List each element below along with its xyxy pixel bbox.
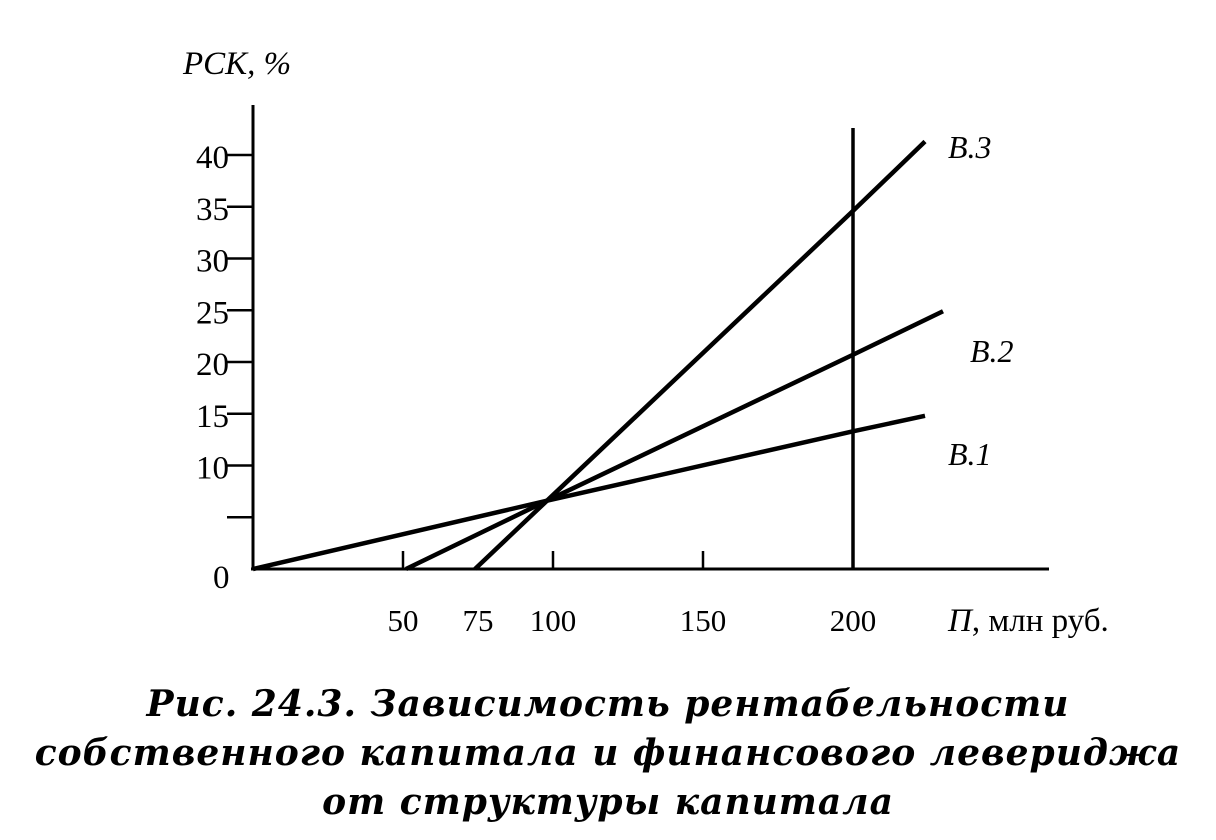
y-tick-label: 30 (196, 244, 229, 280)
x-axis-ticks: 50 75 100 150 200 (388, 551, 877, 638)
x-tick-label: 150 (680, 603, 727, 638)
y-tick-label: 15 (196, 399, 229, 435)
y-tick-label: 25 (196, 295, 229, 331)
y-tick-label: 10 (196, 451, 229, 487)
x-tick-label: 100 (530, 603, 577, 638)
series-label: В.3 (948, 129, 992, 165)
x-tick-label: 200 (830, 603, 877, 638)
y-zero-label: 0 (213, 560, 230, 596)
x-tick-label: 75 (463, 603, 494, 638)
chart: 10 15 20 25 30 35 40 50 75 100 150 200 В.1 В.2 В.3 Р… (182, 46, 1109, 639)
series-label: В.2 (970, 333, 1014, 369)
x-tick-label: 50 (388, 603, 419, 638)
axes (251, 105, 1049, 571)
y-tick-label: 35 (196, 192, 229, 228)
x-axis-title: П, млн руб. (947, 603, 1109, 639)
y-tick-label: 40 (196, 140, 229, 176)
y-axis-ticks: 10 15 20 25 30 35 40 (196, 140, 253, 519)
caption-line-2: собственного капитала и финансового леве… (34, 732, 1182, 774)
series-label: В.1 (948, 436, 992, 472)
series-line (473, 139, 927, 571)
series-line (252, 413, 926, 572)
caption-line-1: Рис. 24.3. Зависимость рентабельности (146, 683, 1070, 725)
series-line (405, 309, 944, 572)
y-tick-label: 20 (196, 347, 229, 383)
y-axis-title: РСК, % (182, 46, 291, 82)
figure-caption: Рис. 24.3. Зависимость рентабельности со… (0, 680, 1216, 827)
series-lines: В.1 В.2 В.3 (252, 129, 1014, 572)
caption-line-3: от структуры капитала (322, 781, 894, 823)
